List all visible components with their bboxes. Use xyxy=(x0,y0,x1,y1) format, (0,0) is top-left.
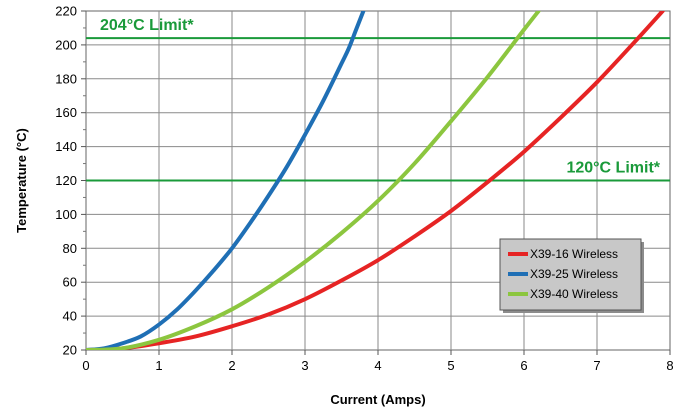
y-tick-label: 40 xyxy=(63,309,77,324)
y-tick-label: 160 xyxy=(55,105,77,120)
x-tick-labels: 0 1 2 3 4 5 6 7 8 xyxy=(82,358,673,373)
x-tick-label: 0 xyxy=(82,358,89,373)
x-tick-label: 8 xyxy=(666,358,673,373)
y-tick-label: 60 xyxy=(63,275,77,290)
x-tick-label: 7 xyxy=(593,358,600,373)
legend: X39-16 Wireless X39-25 Wireless X39-40 Wir… xyxy=(500,239,644,313)
legend-label-x39-40-wireless: X39-40 Wireless xyxy=(530,287,618,301)
y-tick-labels: 20 40 60 80 100 120 140 160 180 200 220 xyxy=(55,4,77,358)
limit-label-120: 120°C Limit* xyxy=(566,160,660,177)
x-tick-label: 2 xyxy=(228,358,235,373)
y-tick-label: 200 xyxy=(55,37,77,52)
y-tick-label: 100 xyxy=(55,207,77,222)
x-tick-label: 1 xyxy=(155,358,162,373)
y-tick-label: 180 xyxy=(55,71,77,86)
limit-label-204: 204°C Limit* xyxy=(100,17,194,34)
y-tick-label: 20 xyxy=(63,343,77,358)
y-tick-label: 140 xyxy=(55,139,77,154)
y-tick-label: 80 xyxy=(63,241,77,256)
x-axis-title: Current (Amps) xyxy=(330,392,425,407)
x-tick-label: 4 xyxy=(374,358,381,373)
x-tick-label: 3 xyxy=(301,358,308,373)
x-tick-label: 5 xyxy=(447,358,454,373)
y-tick-label: 120 xyxy=(55,173,77,188)
y-axis-title: Temperature (°C) xyxy=(14,128,29,233)
x-tick-label: 6 xyxy=(520,358,527,373)
legend-label-x39-16-wireless: X39-16 Wireless xyxy=(530,247,618,261)
y-tick-label: 220 xyxy=(55,4,77,19)
legend-label-x39-25-wireless: X39-25 Wireless xyxy=(530,267,618,281)
